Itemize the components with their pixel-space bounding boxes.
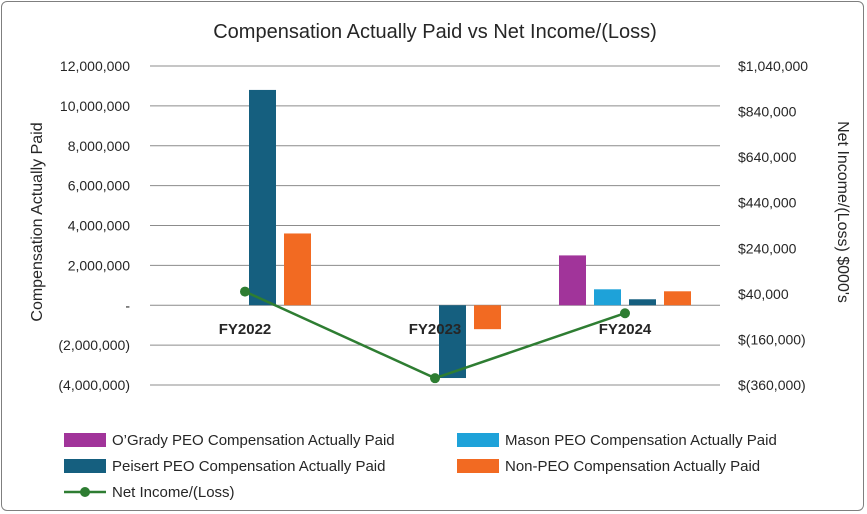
y2-tick-label: $840,000 xyxy=(738,104,797,120)
legend-marker xyxy=(80,487,90,497)
legend-label: O’Grady PEO Compensation Actually Paid xyxy=(112,432,395,449)
bar xyxy=(629,299,656,306)
bar xyxy=(594,289,621,306)
gridlines xyxy=(150,65,720,386)
y-tick-label: 10,000,000 xyxy=(60,98,130,114)
bars xyxy=(249,89,691,379)
y2-tick-label: $(360,000) xyxy=(738,377,806,393)
legend-swatch xyxy=(64,459,106,473)
legend-swatch xyxy=(457,459,499,473)
bar xyxy=(439,305,466,379)
bar xyxy=(474,305,501,330)
right-axis-ticks: $(360,000) $(160,000) $40,000 $240,000 $440,… xyxy=(738,58,808,393)
chart-title: Compensation Actually Paid vs Net Income… xyxy=(213,21,657,43)
category-labels: FY2022 FY2023 FY2024 xyxy=(219,321,652,338)
legend-swatch xyxy=(457,433,499,447)
left-axis-ticks: (4,000,000) (2,000,000) - 2,000,000 4,000,00… xyxy=(58,58,130,393)
legend-item: Non-PEO Compensation Actually Paid xyxy=(457,458,760,475)
left-axis-label: Compensation Actually Paid xyxy=(29,122,46,321)
bar xyxy=(559,255,586,306)
legend-item: Peisert PEO Compensation Actually Paid xyxy=(64,458,385,475)
y2-tick-label: $1,040,000 xyxy=(738,58,808,74)
y-tick-label: (4,000,000) xyxy=(58,377,130,393)
legend: O’Grady PEO Compensation Actually Paid Ma… xyxy=(64,432,777,501)
legend-item: Mason PEO Compensation Actually Paid xyxy=(457,432,777,449)
line-point xyxy=(620,308,630,319)
category-label: FY2024 xyxy=(599,321,652,338)
y2-tick-label: $440,000 xyxy=(738,195,797,211)
y2-tick-label: $40,000 xyxy=(738,286,789,302)
legend-item: O’Grady PEO Compensation Actually Paid xyxy=(64,432,395,449)
y2-tick-label: $640,000 xyxy=(738,149,797,165)
bar xyxy=(249,89,276,306)
legend-label: Mason PEO Compensation Actually Paid xyxy=(505,432,777,449)
y-tick-label: 6,000,000 xyxy=(68,178,130,194)
legend-label: Peisert PEO Compensation Actually Paid xyxy=(112,458,385,475)
category-label: FY2022 xyxy=(219,321,272,338)
right-axis-label: Net Income/(Loss) $000's xyxy=(834,121,851,303)
y-tick-label: 8,000,000 xyxy=(68,138,130,154)
legend-swatch xyxy=(64,433,106,447)
bar xyxy=(284,233,311,306)
y-tick-label: 2,000,000 xyxy=(68,257,130,273)
line-point xyxy=(240,286,250,297)
legend-label: Non-PEO Compensation Actually Paid xyxy=(505,458,760,475)
legend-item: Net Income/(Loss) xyxy=(64,484,235,501)
y-tick-label: (2,000,000) xyxy=(58,337,130,353)
y-tick-label: - xyxy=(125,297,130,313)
y-tick-label: 12,000,000 xyxy=(60,58,130,74)
legend-label: Net Income/(Loss) xyxy=(112,484,235,501)
net-income-line xyxy=(240,286,630,384)
y2-tick-label: $240,000 xyxy=(738,240,797,256)
bar xyxy=(664,291,691,306)
category-label: FY2023 xyxy=(409,321,462,338)
line-point xyxy=(430,373,440,384)
y-tick-label: 4,000,000 xyxy=(68,218,130,234)
y2-tick-label: $(160,000) xyxy=(738,331,806,347)
